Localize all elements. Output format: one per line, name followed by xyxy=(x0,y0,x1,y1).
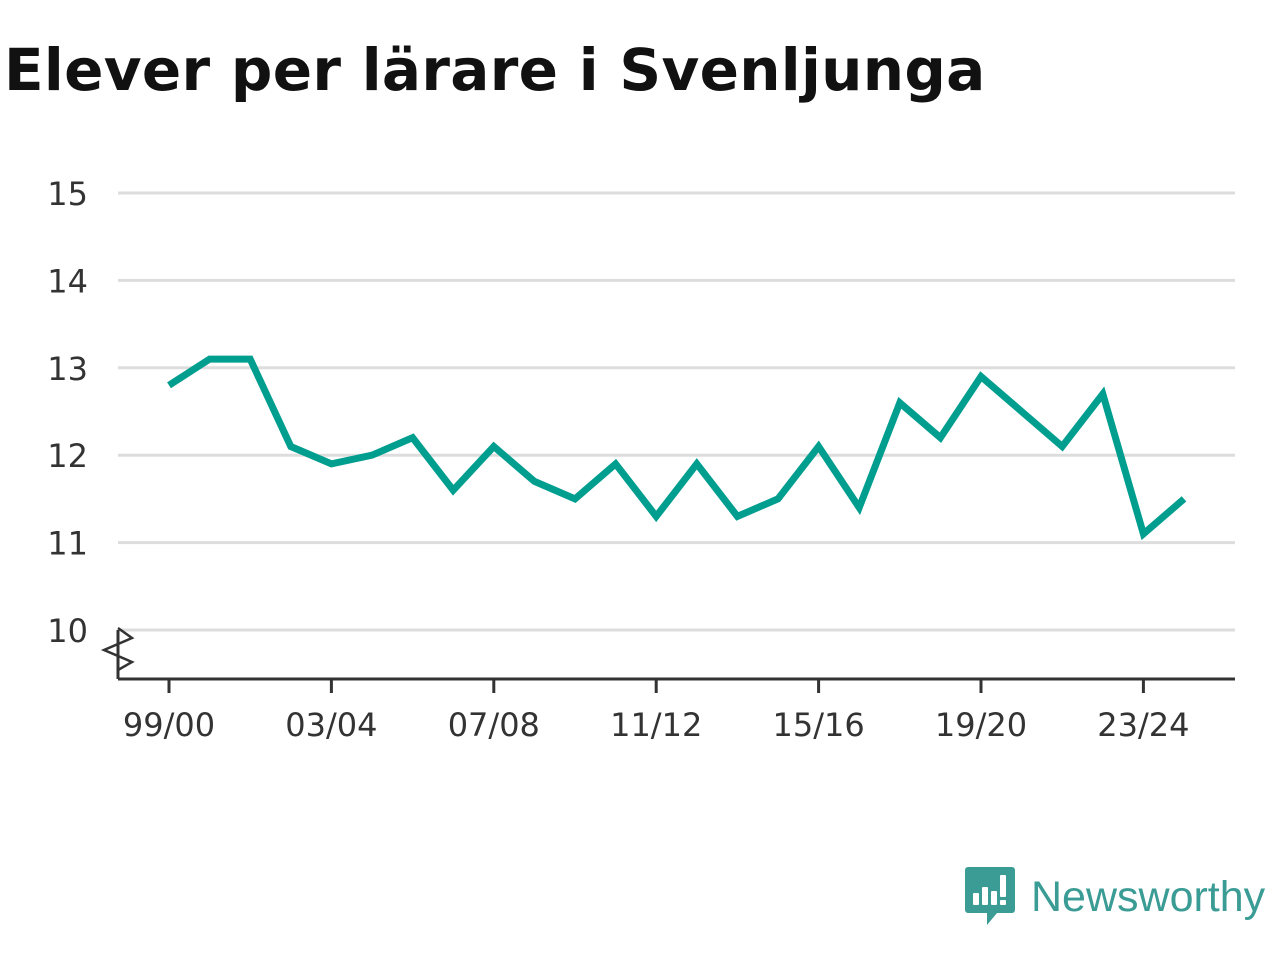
x-tick-label: 15/16 xyxy=(772,706,864,744)
gridlines xyxy=(118,191,1235,632)
y-axis-break-mark xyxy=(100,626,135,672)
chart-title: Elever per lärare i Svenljunga xyxy=(4,36,986,104)
y-tick-label: 12 xyxy=(47,437,88,475)
bar-chart-speech-bubble-icon xyxy=(965,867,1015,925)
x-tick-label: 99/00 xyxy=(123,706,215,744)
x-tick-label: 23/24 xyxy=(1097,706,1189,744)
x-tick-label: 11/12 xyxy=(610,706,702,744)
x-axis-ticks: 99/00 03/04 07/08 11/12 15/16 19/20 23/24 xyxy=(123,679,1190,744)
y-tick-label: 11 xyxy=(47,525,88,563)
y-tick-label: 14 xyxy=(47,262,88,300)
y-tick-label: 10 xyxy=(47,612,88,650)
y-tick-label: 15 xyxy=(47,175,88,213)
brand-name: Newsworthy xyxy=(1031,872,1266,921)
x-tick-label: 07/08 xyxy=(448,706,540,744)
x-tick-label: 03/04 xyxy=(285,706,377,744)
x-tick-label: 19/20 xyxy=(935,706,1027,744)
brand: Newsworthy xyxy=(965,866,1265,928)
y-axis-ticks: 10 11 12 13 14 15 xyxy=(47,175,88,650)
line-chart: 10 11 12 13 14 15 99/00 03/04 07/08 11/12 15/16 19… xyxy=(47,175,1235,744)
series-lines xyxy=(167,355,1187,541)
y-tick-label: 13 xyxy=(47,350,88,388)
x-axis xyxy=(100,626,1235,681)
series-line-0 xyxy=(167,355,1187,541)
